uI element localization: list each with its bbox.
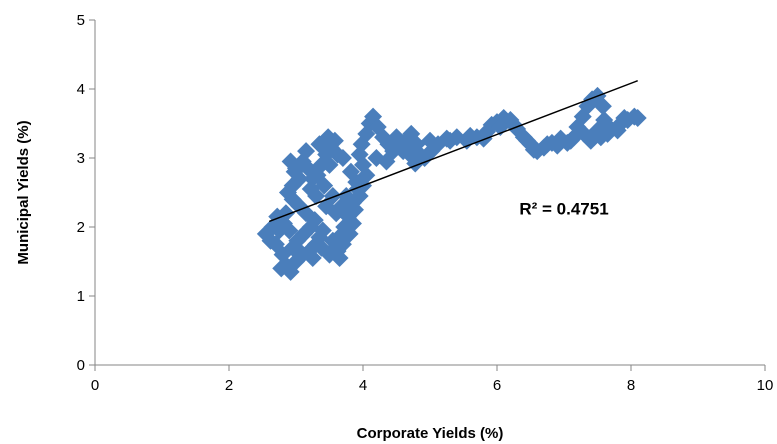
data-point	[319, 128, 338, 147]
data-point	[315, 176, 334, 195]
y-tick-label: 4	[77, 81, 85, 98]
data-point	[290, 242, 309, 261]
data-point	[474, 129, 493, 148]
x-tick-label: 4	[359, 377, 367, 394]
y-tick-label: 5	[77, 12, 85, 29]
data-point	[303, 249, 322, 268]
x-axis-title: Corporate Yields (%)	[357, 425, 504, 442]
x-tick-label: 0	[91, 377, 99, 394]
data-point	[561, 131, 580, 150]
data-point	[320, 155, 339, 174]
data-point	[301, 180, 320, 199]
r-squared-label: R² = 0.4751	[519, 200, 608, 219]
data-point	[283, 238, 302, 257]
y-tick-label: 3	[77, 150, 85, 167]
data-point	[524, 140, 543, 159]
data-point	[280, 221, 299, 240]
data-point	[285, 162, 304, 181]
x-tick-label: 2	[225, 377, 233, 394]
data-point	[615, 108, 634, 127]
data-point	[400, 145, 419, 164]
data-point	[323, 231, 342, 250]
axes-layer	[94, 20, 765, 366]
data-point	[593, 97, 612, 116]
data-point	[343, 193, 362, 212]
data-point	[421, 131, 439, 150]
data-point	[441, 131, 460, 150]
data-point	[330, 249, 349, 268]
data-point	[333, 149, 352, 167]
data-point	[348, 180, 367, 199]
data-point	[628, 108, 647, 127]
data-point	[301, 218, 320, 236]
x-tick-label: 8	[627, 377, 635, 394]
data-point	[461, 126, 480, 145]
trend-line	[268, 80, 638, 223]
markers-layer	[256, 86, 647, 281]
y-axis-title: Municipal Yields (%)	[15, 120, 32, 264]
data-point	[585, 128, 604, 147]
data-point	[387, 128, 406, 147]
y-tick-label: 2	[77, 219, 85, 236]
data-point	[276, 204, 295, 223]
data-point	[504, 115, 523, 134]
data-point	[339, 207, 358, 226]
data-point	[548, 136, 567, 155]
ticks-layer: 0 2 4 6 8 10 0 1 2 3 4 5	[77, 12, 774, 394]
y-tick-label: 1	[77, 288, 85, 305]
x-tick-label: 6	[493, 377, 501, 394]
y-tick-label: 0	[77, 357, 85, 374]
data-point	[312, 238, 331, 257]
data-point	[297, 142, 316, 161]
data-point	[377, 152, 396, 171]
x-tick-label: 10	[757, 377, 774, 394]
data-point	[608, 121, 627, 140]
